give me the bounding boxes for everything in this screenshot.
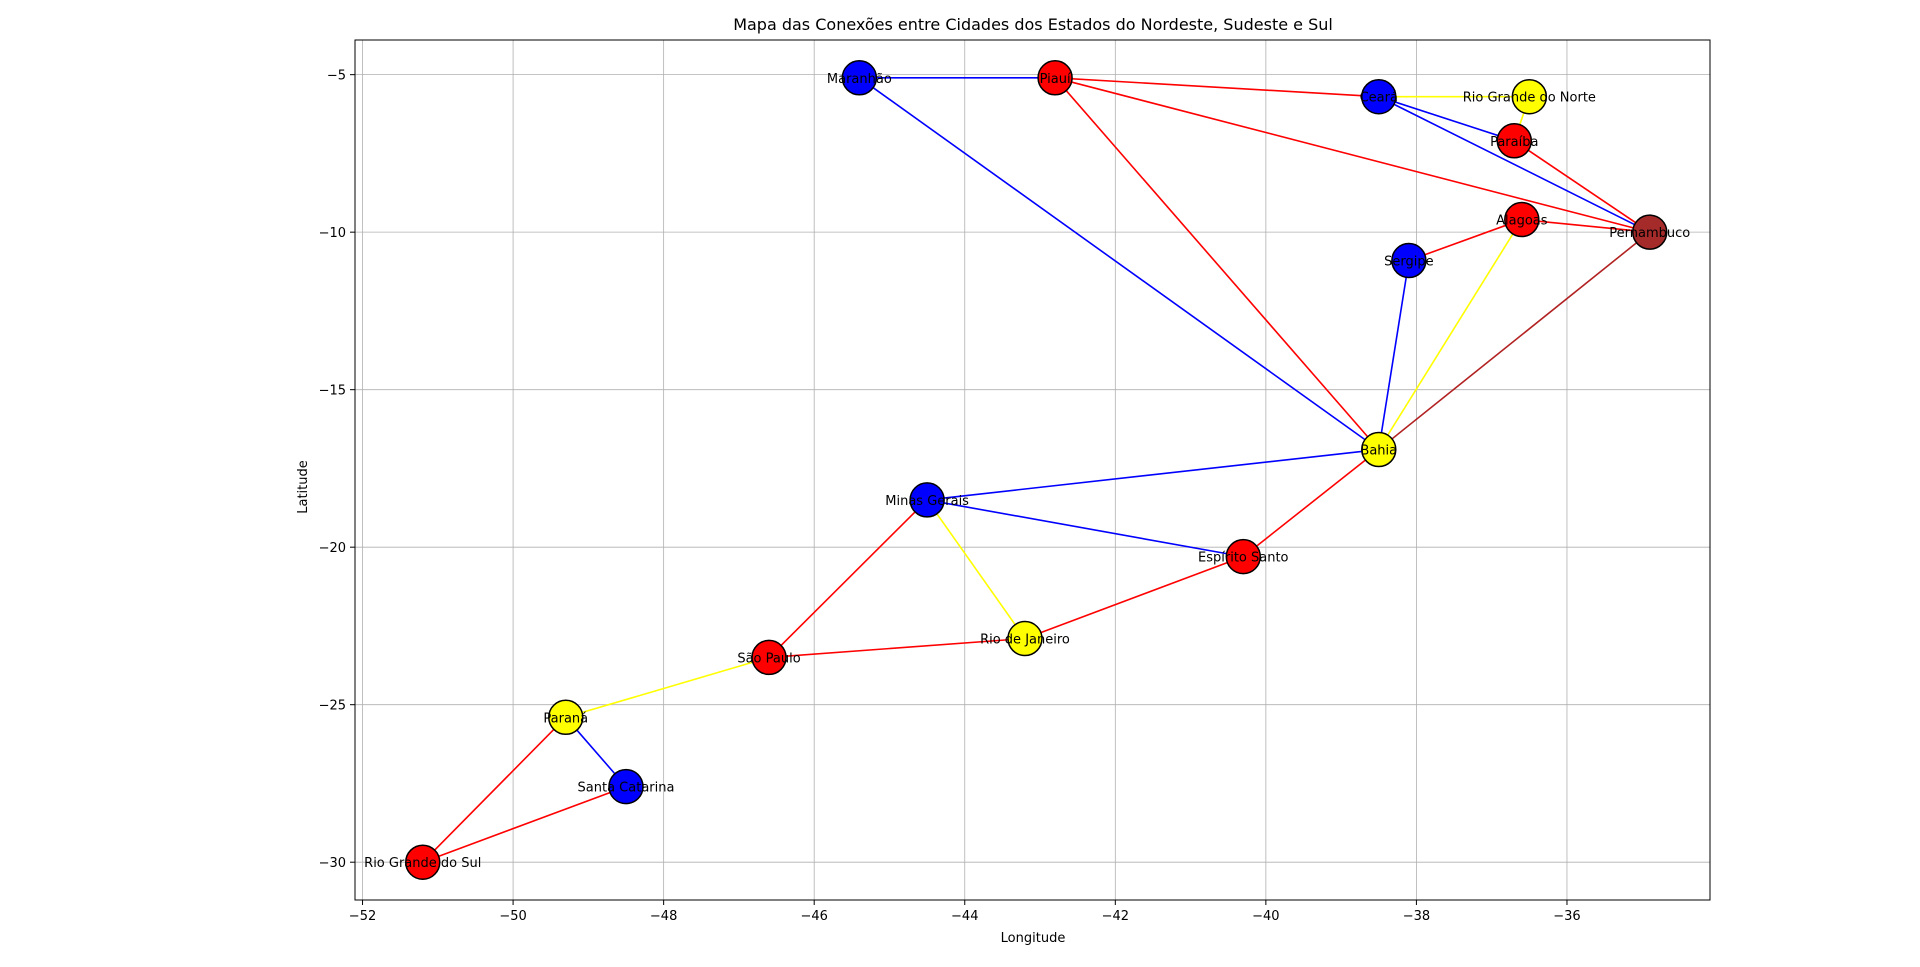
y-axis-ticks: −5 −10 −15 −20 −25 −30	[319, 69, 355, 871]
edge-line	[1378, 95, 1515, 142]
node-marker	[1037, 60, 1073, 96]
node-label: Paraná	[543, 711, 588, 726]
x-tick-label: −38	[1403, 909, 1430, 924]
x-tick-label: −46	[800, 909, 827, 924]
node-marker	[548, 699, 584, 736]
node-label: Ceará	[1360, 91, 1398, 106]
node-label: Espírito Santo	[1198, 551, 1289, 566]
edge-line	[1054, 77, 1380, 451]
node-marker	[1361, 78, 1397, 115]
edge-line	[768, 637, 1026, 659]
edge-line	[1242, 448, 1380, 558]
node-label: Maranhão	[827, 72, 892, 87]
node-marker	[841, 60, 878, 96]
edge-line	[1054, 77, 1650, 233]
node-marker	[909, 482, 945, 518]
edge-line	[926, 499, 1244, 558]
node-label: Sergipe	[1384, 255, 1433, 270]
node-marker	[1225, 538, 1262, 575]
node-label: Minas Gerais	[885, 494, 969, 509]
x-tick-label: −44	[951, 909, 978, 924]
x-tick-label: −50	[499, 909, 526, 924]
edge-line	[768, 499, 928, 659]
nodes	[405, 60, 1668, 880]
edge-line	[422, 785, 627, 863]
y-tick-label: −10	[319, 226, 346, 241]
edges	[422, 77, 1651, 863]
edge-line	[422, 716, 567, 863]
node-label: Santa Catarina	[578, 781, 675, 796]
node-label: Piauí	[1040, 72, 1071, 87]
y-tick-label: −15	[319, 384, 346, 399]
x-tick-label: −36	[1553, 909, 1580, 924]
node-label: Rio Grande do Norte	[1463, 91, 1596, 106]
grid-lines	[355, 40, 1710, 900]
node-marker	[1007, 620, 1043, 657]
edge-line	[1378, 219, 1523, 450]
node-marker	[1391, 242, 1427, 279]
y-tick-label: −5	[327, 69, 346, 84]
edge-line	[565, 656, 770, 719]
edge-line	[1408, 218, 1523, 262]
node-label: Alagoas	[1496, 214, 1548, 229]
node-marker	[1496, 123, 1533, 159]
node-marker	[1361, 431, 1397, 468]
y-axis-label: Latitude	[296, 460, 311, 514]
edge-line	[858, 77, 1380, 451]
edge-line	[1513, 140, 1651, 233]
y-tick-label: −25	[319, 699, 346, 714]
node-label: Paraíba	[1490, 135, 1538, 150]
x-tick-label: −40	[1252, 909, 1279, 924]
edge-line	[1055, 77, 1379, 98]
edge-line	[1024, 555, 1244, 640]
edge-line	[1377, 260, 1410, 450]
edge-line	[1378, 231, 1651, 451]
x-tick-label: −42	[1102, 909, 1129, 924]
y-tick-label: −30	[319, 856, 346, 871]
node-label: Bahia	[1360, 444, 1397, 459]
node-marker	[751, 639, 787, 676]
chart-title: Mapa das Conexões entre Cidades dos Esta…	[733, 15, 1333, 34]
y-tick-label: −20	[319, 541, 346, 556]
edge-line	[926, 499, 1026, 639]
node-marker	[1504, 201, 1540, 238]
node-marker	[1632, 214, 1668, 250]
node-label: Rio de Janeiro	[980, 633, 1070, 648]
plot-frame	[354, 39, 1711, 901]
edge-line	[1378, 95, 1651, 233]
node-marker	[1511, 78, 1548, 115]
node-labels: Maranhão Piauí Ceará Rio Grande do Norte Par…	[364, 72, 1690, 871]
edge-line	[927, 448, 1379, 501]
node-marker	[608, 768, 644, 805]
edge-line	[1521, 218, 1650, 233]
node-label: Rio Grande do Sul	[364, 856, 481, 871]
node-marker	[405, 844, 441, 880]
node-label: São Paulo	[737, 651, 800, 666]
x-axis-ticks: −52 −50 −48 −46 −44 −42 −40 −38 −36	[349, 900, 1581, 924]
x-tick-label: −48	[650, 909, 677, 924]
node-label: Pernambuco	[1609, 226, 1690, 241]
x-axis-label: Longitude	[1001, 931, 1066, 946]
x-tick-label: −52	[349, 909, 376, 924]
